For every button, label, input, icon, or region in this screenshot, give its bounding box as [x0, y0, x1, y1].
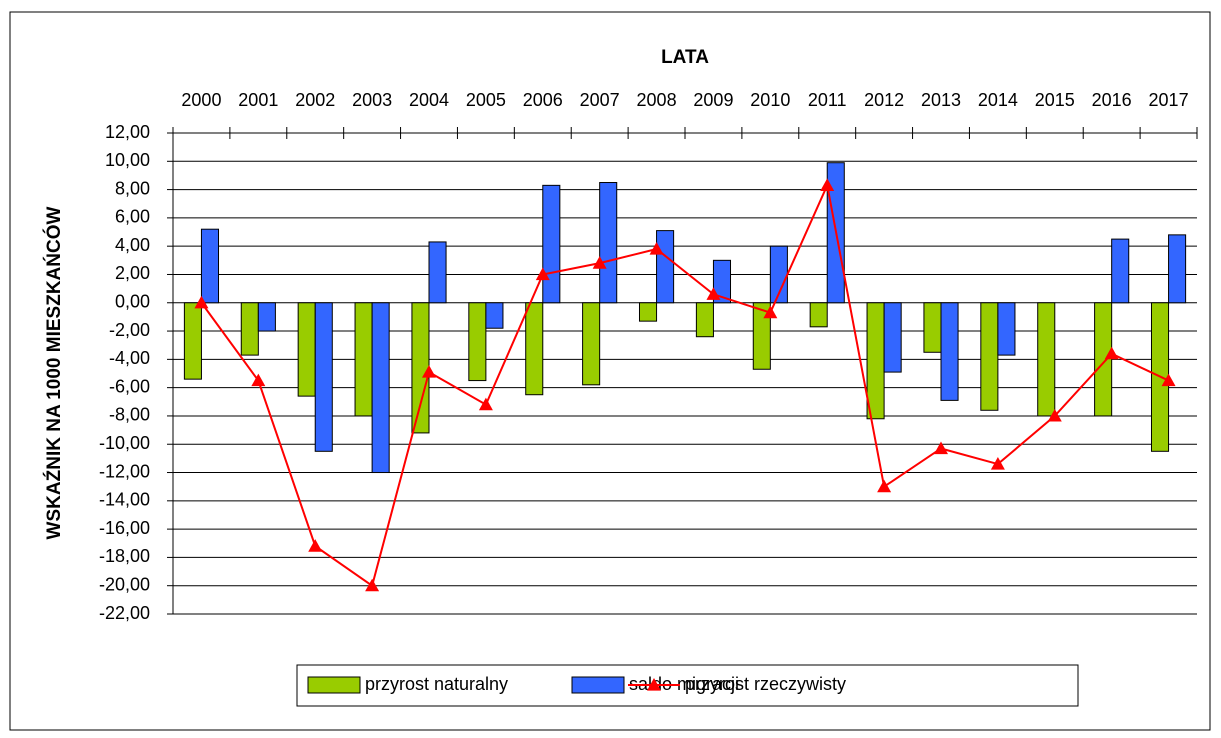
y-tick-label: -22,00	[99, 603, 150, 623]
bar	[468, 302, 487, 382]
y-tick-label: 12,00	[105, 122, 150, 142]
legend-box	[296, 664, 1079, 707]
line-marker	[990, 457, 1005, 470]
line-marker	[649, 242, 664, 255]
bar	[314, 302, 333, 452]
bar	[542, 184, 561, 304]
y-tick-label: -18,00	[99, 546, 150, 566]
line-marker	[251, 373, 266, 387]
bar	[525, 302, 544, 396]
bar	[582, 302, 601, 386]
x-tick-label: 2006	[523, 90, 563, 110]
x-tick-label: 2014	[978, 90, 1018, 110]
x-tick-label: 2007	[580, 90, 620, 110]
x-tick-label: 2002	[295, 90, 335, 110]
line-marker	[820, 178, 835, 191]
bar	[240, 302, 259, 356]
bar	[428, 241, 447, 304]
bar	[257, 302, 276, 332]
bar	[599, 182, 618, 304]
bar	[485, 302, 504, 329]
bar	[883, 302, 902, 373]
line-marker	[478, 397, 493, 411]
line	[200, 182, 1169, 588]
x-tick-label: 2011	[808, 90, 847, 110]
line-marker	[422, 365, 436, 378]
bar	[940, 302, 959, 401]
x-tick-label: 2005	[466, 90, 506, 110]
y-tick-label: -10,00	[99, 433, 150, 453]
bar	[183, 302, 202, 380]
y-tick-label: -8,00	[109, 405, 150, 425]
bar	[1037, 302, 1056, 417]
y-tick-label: -6,00	[109, 376, 150, 396]
legend-swatch	[307, 676, 361, 694]
legend-swatch	[647, 678, 661, 691]
line-marker	[877, 479, 892, 493]
y-tick-label: 6,00	[115, 207, 150, 227]
line-marker	[934, 441, 948, 455]
line-marker	[1047, 408, 1062, 422]
bar	[809, 302, 828, 328]
x-tick-label: 2001	[238, 90, 278, 110]
y-tick-label: 8,00	[115, 178, 150, 198]
x-tick-label: 2010	[750, 90, 790, 110]
chart-title: LATA	[661, 47, 709, 68]
bar	[1111, 238, 1130, 304]
bar	[1168, 234, 1187, 304]
x-tick-label: 2004	[409, 90, 449, 110]
line-marker	[1104, 346, 1119, 360]
bar	[923, 302, 942, 353]
x-tick-label: 2000	[181, 90, 221, 110]
x-tick-label: 2012	[864, 90, 904, 110]
y-tick-label: -12,00	[99, 461, 150, 481]
bar	[638, 302, 658, 322]
legend-label: przyrost naturalny	[365, 674, 508, 694]
bar	[866, 302, 885, 420]
bar	[354, 302, 373, 417]
y-tick-label: 4,00	[115, 235, 150, 255]
y-tick-label: 0,00	[115, 292, 150, 312]
line-marker	[365, 578, 380, 592]
bar	[695, 302, 714, 338]
y-tick-label: -4,00	[109, 348, 150, 368]
x-tick-label: 2008	[637, 90, 677, 110]
y-axis-label: WSKAŹNIK NA 1000 MIESZKAŃCÓW	[43, 206, 65, 539]
y-tick-label: -16,00	[99, 518, 150, 538]
bar	[1094, 302, 1113, 417]
x-tick-label: 2013	[921, 90, 961, 110]
x-tick-label: 2015	[1035, 90, 1075, 110]
legend-swatch	[571, 676, 625, 694]
bar	[411, 302, 430, 434]
chart-border	[9, 11, 1211, 731]
bar	[752, 302, 771, 370]
line-marker	[763, 305, 778, 319]
bar	[656, 230, 675, 304]
bar	[371, 302, 390, 474]
bar	[980, 302, 999, 411]
bar	[712, 259, 732, 304]
line-marker	[592, 256, 607, 269]
line-marker	[535, 267, 550, 281]
y-tick-label: -14,00	[99, 490, 150, 510]
y-tick-label: 2,00	[115, 263, 150, 283]
line-marker	[706, 287, 721, 300]
line-marker	[1161, 373, 1176, 387]
x-tick-label: 2016	[1092, 90, 1132, 110]
x-tick-label: 2017	[1149, 90, 1189, 110]
y-tick-label: -20,00	[99, 574, 150, 594]
y-tick-label: 10,00	[105, 150, 150, 170]
x-tick-label: 2003	[352, 90, 392, 110]
legend-label: przyrost rzeczywisty	[685, 674, 846, 694]
bar	[297, 302, 316, 397]
x-tick-label: 2009	[693, 90, 733, 110]
line-marker	[308, 539, 323, 552]
bar	[997, 302, 1016, 356]
line-marker	[194, 295, 209, 309]
bar	[200, 228, 220, 304]
y-tick-label: -2,00	[109, 320, 150, 340]
